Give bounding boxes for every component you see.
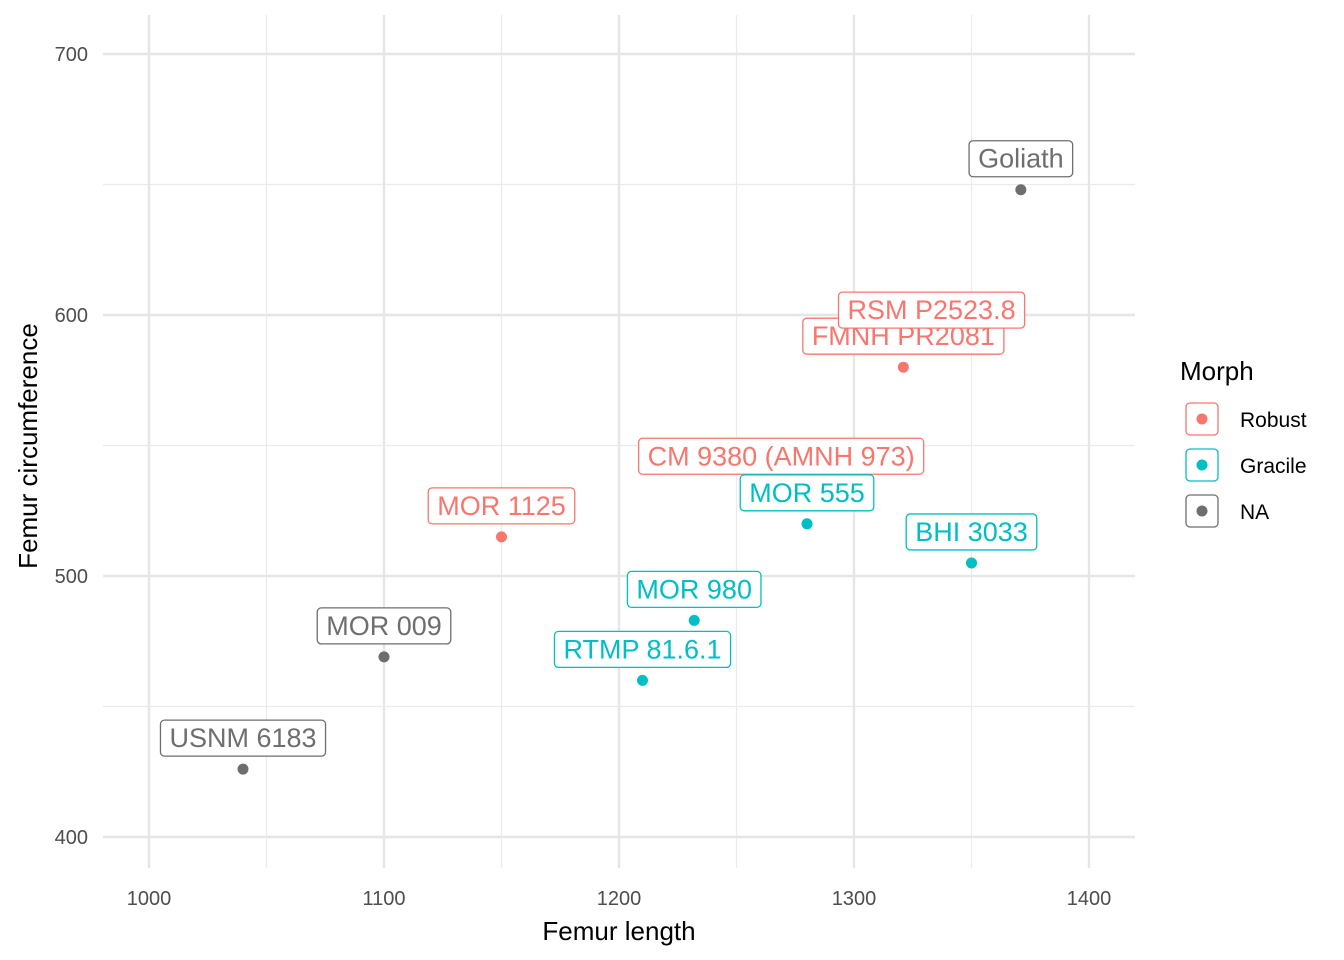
legend-label: Robust xyxy=(1240,409,1307,432)
point-label-box xyxy=(316,607,452,645)
data-point xyxy=(237,763,249,775)
x-tick-labels: 1000 1100 1200 1300 1400 xyxy=(127,888,1112,910)
point-label-text: RSM P2523.8 xyxy=(848,295,1016,325)
point-label-text: USNM 6183 xyxy=(169,723,316,753)
y-axis-title: Femur circumference xyxy=(13,323,43,569)
point-label-text: MOR 009 xyxy=(326,611,442,641)
x-tick-label: 1200 xyxy=(597,888,642,910)
point-label-box xyxy=(427,487,576,525)
point-label-text: CM 9380 (AMNH 973) xyxy=(648,441,915,471)
x-tick-label: 1300 xyxy=(832,888,877,910)
point-label-text: MOR 980 xyxy=(636,574,752,604)
x-tick-label: 1000 xyxy=(127,888,172,910)
point-label-box xyxy=(553,630,732,669)
data-point xyxy=(1015,184,1027,196)
legend-swatch xyxy=(1196,459,1208,471)
point-label: Goliath xyxy=(968,140,1074,178)
data-points xyxy=(237,184,1027,775)
point-label-box xyxy=(837,291,1026,329)
point-label: RSM P2523.8 xyxy=(837,291,1026,329)
y-tick-label: 700 xyxy=(55,44,88,66)
data-point xyxy=(496,531,507,543)
legend-swatch xyxy=(1196,413,1208,425)
legend: Morph Robust Gracile NA xyxy=(1180,356,1307,528)
data-point xyxy=(897,361,909,373)
legend-label: Gracile xyxy=(1240,455,1307,478)
point-label-text: BHI 3033 xyxy=(915,517,1028,547)
data-point xyxy=(801,518,813,530)
point-label: MOR 009 xyxy=(316,607,452,645)
x-axis-title: Femur length xyxy=(542,916,695,946)
point-label: CM 9380 (AMNH 973) xyxy=(637,437,925,475)
legend-swatch xyxy=(1196,505,1208,517)
x-tick-label: 1100 xyxy=(362,888,405,910)
point-label-box xyxy=(739,474,875,512)
y-tick-label: 400 xyxy=(55,827,88,849)
point-label-box xyxy=(159,719,327,757)
legend-title: Morph xyxy=(1180,356,1254,386)
point-labels: USNM 6183 MOR 009 MOR 1125 RTMP 81.6.1 MOR 9… xyxy=(159,140,1074,757)
x-tick-label: 1400 xyxy=(1067,888,1112,910)
legend-label: NA xyxy=(1240,501,1269,524)
point-label-text: Goliath xyxy=(978,144,1064,174)
point-label: RTMP 81.6.1 xyxy=(553,630,732,669)
point-label: BHI 3033 xyxy=(905,513,1038,551)
data-point xyxy=(966,557,977,569)
grid xyxy=(103,15,1135,868)
data-point xyxy=(688,614,700,626)
legend-item: NA xyxy=(1185,494,1269,528)
point-label-box xyxy=(905,513,1038,551)
point-label: MOR 980 xyxy=(626,570,762,609)
point-label-box xyxy=(968,140,1074,178)
point-label-text: RTMP 81.6.1 xyxy=(563,634,721,664)
y-tick-label: 600 xyxy=(55,305,88,327)
y-tick-label: 500 xyxy=(55,566,88,588)
point-label-text: MOR 1125 xyxy=(437,491,566,521)
y-tick-labels: 400 500 600 700 xyxy=(55,44,88,849)
point-label: MOR 555 xyxy=(739,474,875,512)
data-point xyxy=(378,651,390,663)
point-label-text: MOR 555 xyxy=(749,478,865,508)
legend-item: Robust xyxy=(1185,402,1307,436)
point-label: USNM 6183 xyxy=(159,719,327,757)
legend-item: Gracile xyxy=(1185,448,1307,482)
point-label: MOR 1125 xyxy=(427,487,576,525)
point-label-box xyxy=(626,570,762,609)
data-point xyxy=(637,674,648,686)
